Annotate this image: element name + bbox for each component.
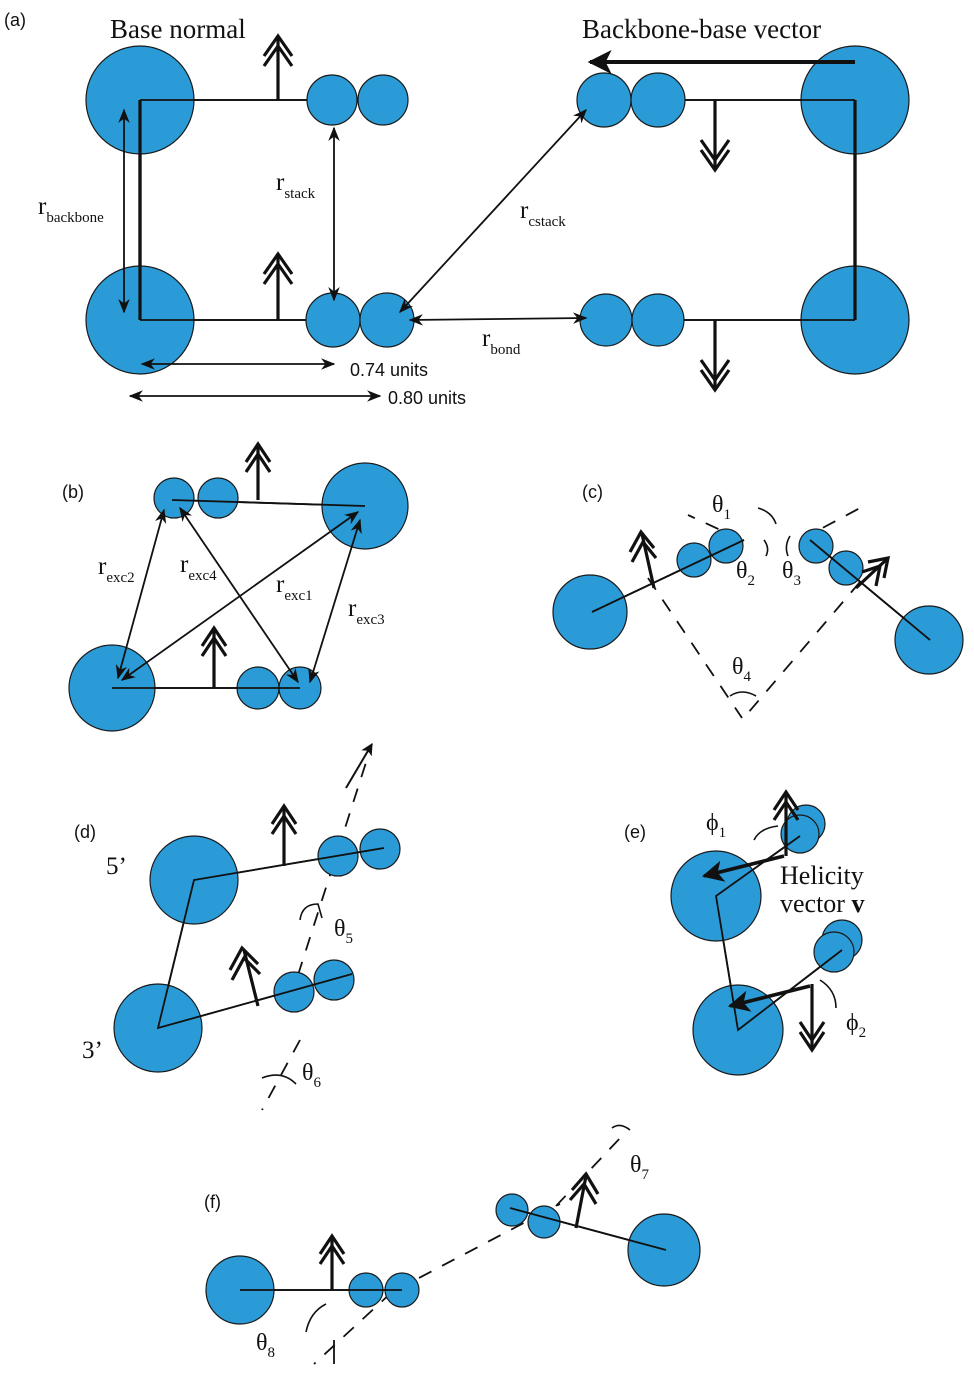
a-074-label: 0.74 units: [350, 360, 428, 380]
c-theta3-arc: [785, 535, 791, 557]
panel-f: (f) θ7 θ8: [204, 1124, 701, 1365]
f-dash-upper: [555, 1135, 623, 1207]
d-theta6-arc: [261, 1074, 297, 1085]
c-right-line-over: [809, 539, 931, 641]
d-normal-top: [270, 803, 298, 866]
f-base-right: [495, 1193, 561, 1239]
d-theta6-label: θ6: [302, 1060, 322, 1091]
f-theta7-arc: [611, 1124, 631, 1131]
b-r-exc1-label: rexc1: [276, 571, 313, 604]
a-base-normal-arrow-right-top: [699, 100, 731, 173]
e-helicity-vector-top: [701, 854, 785, 882]
panel-b: (b) rexc2 rexc4 rexc1 rexc3: [62, 441, 409, 732]
c-theta2-arc: [763, 539, 769, 557]
d-base-bottom: [273, 959, 355, 1013]
c-theta3-label: θ3: [782, 558, 801, 589]
e-normal-top: [772, 789, 800, 856]
d-5prime-label: 5’: [106, 853, 127, 880]
panel-e: (e) ϕ1 ϕ2 Helicity vector v: [624, 789, 866, 1076]
a-base-normal-arrow-right-bottom: [699, 320, 731, 393]
a-080-label: 0.80 units: [388, 388, 466, 408]
e-helicity-vector-bottom: [727, 984, 811, 1012]
b-base-normal-bottom: [200, 625, 228, 688]
b-base-top: [153, 477, 239, 519]
c-theta1-arc: [757, 507, 777, 525]
panel-c-label: (c): [582, 482, 603, 502]
b-r-exc3-label: rexc3: [348, 595, 385, 628]
c-theta2-label: θ2: [736, 558, 755, 589]
f-normal-left: [318, 1233, 346, 1290]
d-theta5-arc: [299, 903, 323, 921]
f-normal-right: [568, 1171, 600, 1229]
c-backbone-left: [552, 574, 628, 650]
d-direction-arrow: [345, 742, 373, 789]
c-theta4-label: θ4: [732, 654, 752, 685]
c-dash-3: [647, 577, 743, 719]
d-theta5-label: θ5: [334, 916, 353, 947]
c-theta4-arc: [729, 691, 757, 697]
e-phi1-label: ϕ1: [706, 810, 726, 841]
e-phi1-arc: [753, 825, 779, 841]
panel-d: (d) 5’ 3’ θ5 θ6: [74, 742, 401, 1111]
panel-d-label: (d): [74, 822, 96, 842]
a-base-normal-label: Base normal: [110, 14, 246, 44]
b-r-exc2-label: rexc2: [98, 553, 135, 586]
f-theta8-label: θ8: [256, 1330, 275, 1361]
c-left-line-over: [591, 539, 745, 613]
panel-a: (a): [4, 10, 910, 408]
panel-b-label: (b): [62, 482, 84, 502]
panel-f-label: (f): [204, 1192, 221, 1212]
f-dash-lower: [313, 1291, 393, 1365]
a-base-normal-arrow-top: [262, 33, 294, 100]
a-r-cstack-label: rcstack: [520, 197, 566, 230]
a-r-stack-label: rstack: [276, 169, 316, 202]
panel-c: (c) θ1 θ2: [552, 482, 964, 721]
d-backbone-path-over: [156, 847, 385, 1030]
b-r-exc2-arrow: [115, 508, 167, 680]
b-base-normal-top: [244, 441, 272, 500]
a-base-normal-arrow-bottom: [262, 251, 294, 320]
f-dash-middle: [395, 1203, 561, 1291]
f-right-line-over: [509, 1207, 667, 1251]
e-phi2-label: ϕ2: [846, 1010, 866, 1041]
d-dash-line: [289, 749, 371, 1001]
a-r-bond-label: rbond: [482, 325, 521, 358]
panel-e-label: (e): [624, 822, 646, 842]
b-top-line-over: [171, 499, 366, 507]
d-normal-bottom: [228, 945, 262, 1007]
a-backbone-base-vector-label: Backbone-base vector: [582, 14, 821, 44]
e-base-bottom: [813, 919, 863, 973]
c-theta1-label: θ1: [712, 492, 731, 523]
panel-a-label: (a): [4, 10, 26, 30]
a-base-bottom-left: [305, 292, 415, 348]
a-r-cstack-arrow: [399, 108, 587, 314]
c-normal-right: [854, 555, 891, 590]
c-normal-left: [628, 529, 658, 589]
e-helicity-label-line2: vector v: [780, 889, 864, 918]
a-base-top-right: [576, 72, 686, 128]
f-theta7-label: θ7: [630, 1152, 650, 1183]
a-base-top-left: [306, 74, 409, 126]
c-dash-4: [741, 581, 861, 721]
f-theta8-arc: [305, 1303, 327, 1333]
e-helicity-label-line1: Helicity: [780, 861, 864, 890]
a-r-backbone-label: rbackbone: [38, 193, 104, 226]
a-base-bottom-right: [579, 293, 685, 347]
b-r-exc4-label: rexc4: [180, 551, 217, 584]
b-r-exc3-arrow: [308, 518, 362, 684]
e-normal-bottom: [798, 984, 826, 1053]
d-3prime-label: 3’: [82, 1037, 103, 1064]
c-base-left: [676, 528, 744, 578]
e-phi2-arc: [819, 979, 837, 1009]
a-r-bond-arrow: [408, 312, 588, 326]
